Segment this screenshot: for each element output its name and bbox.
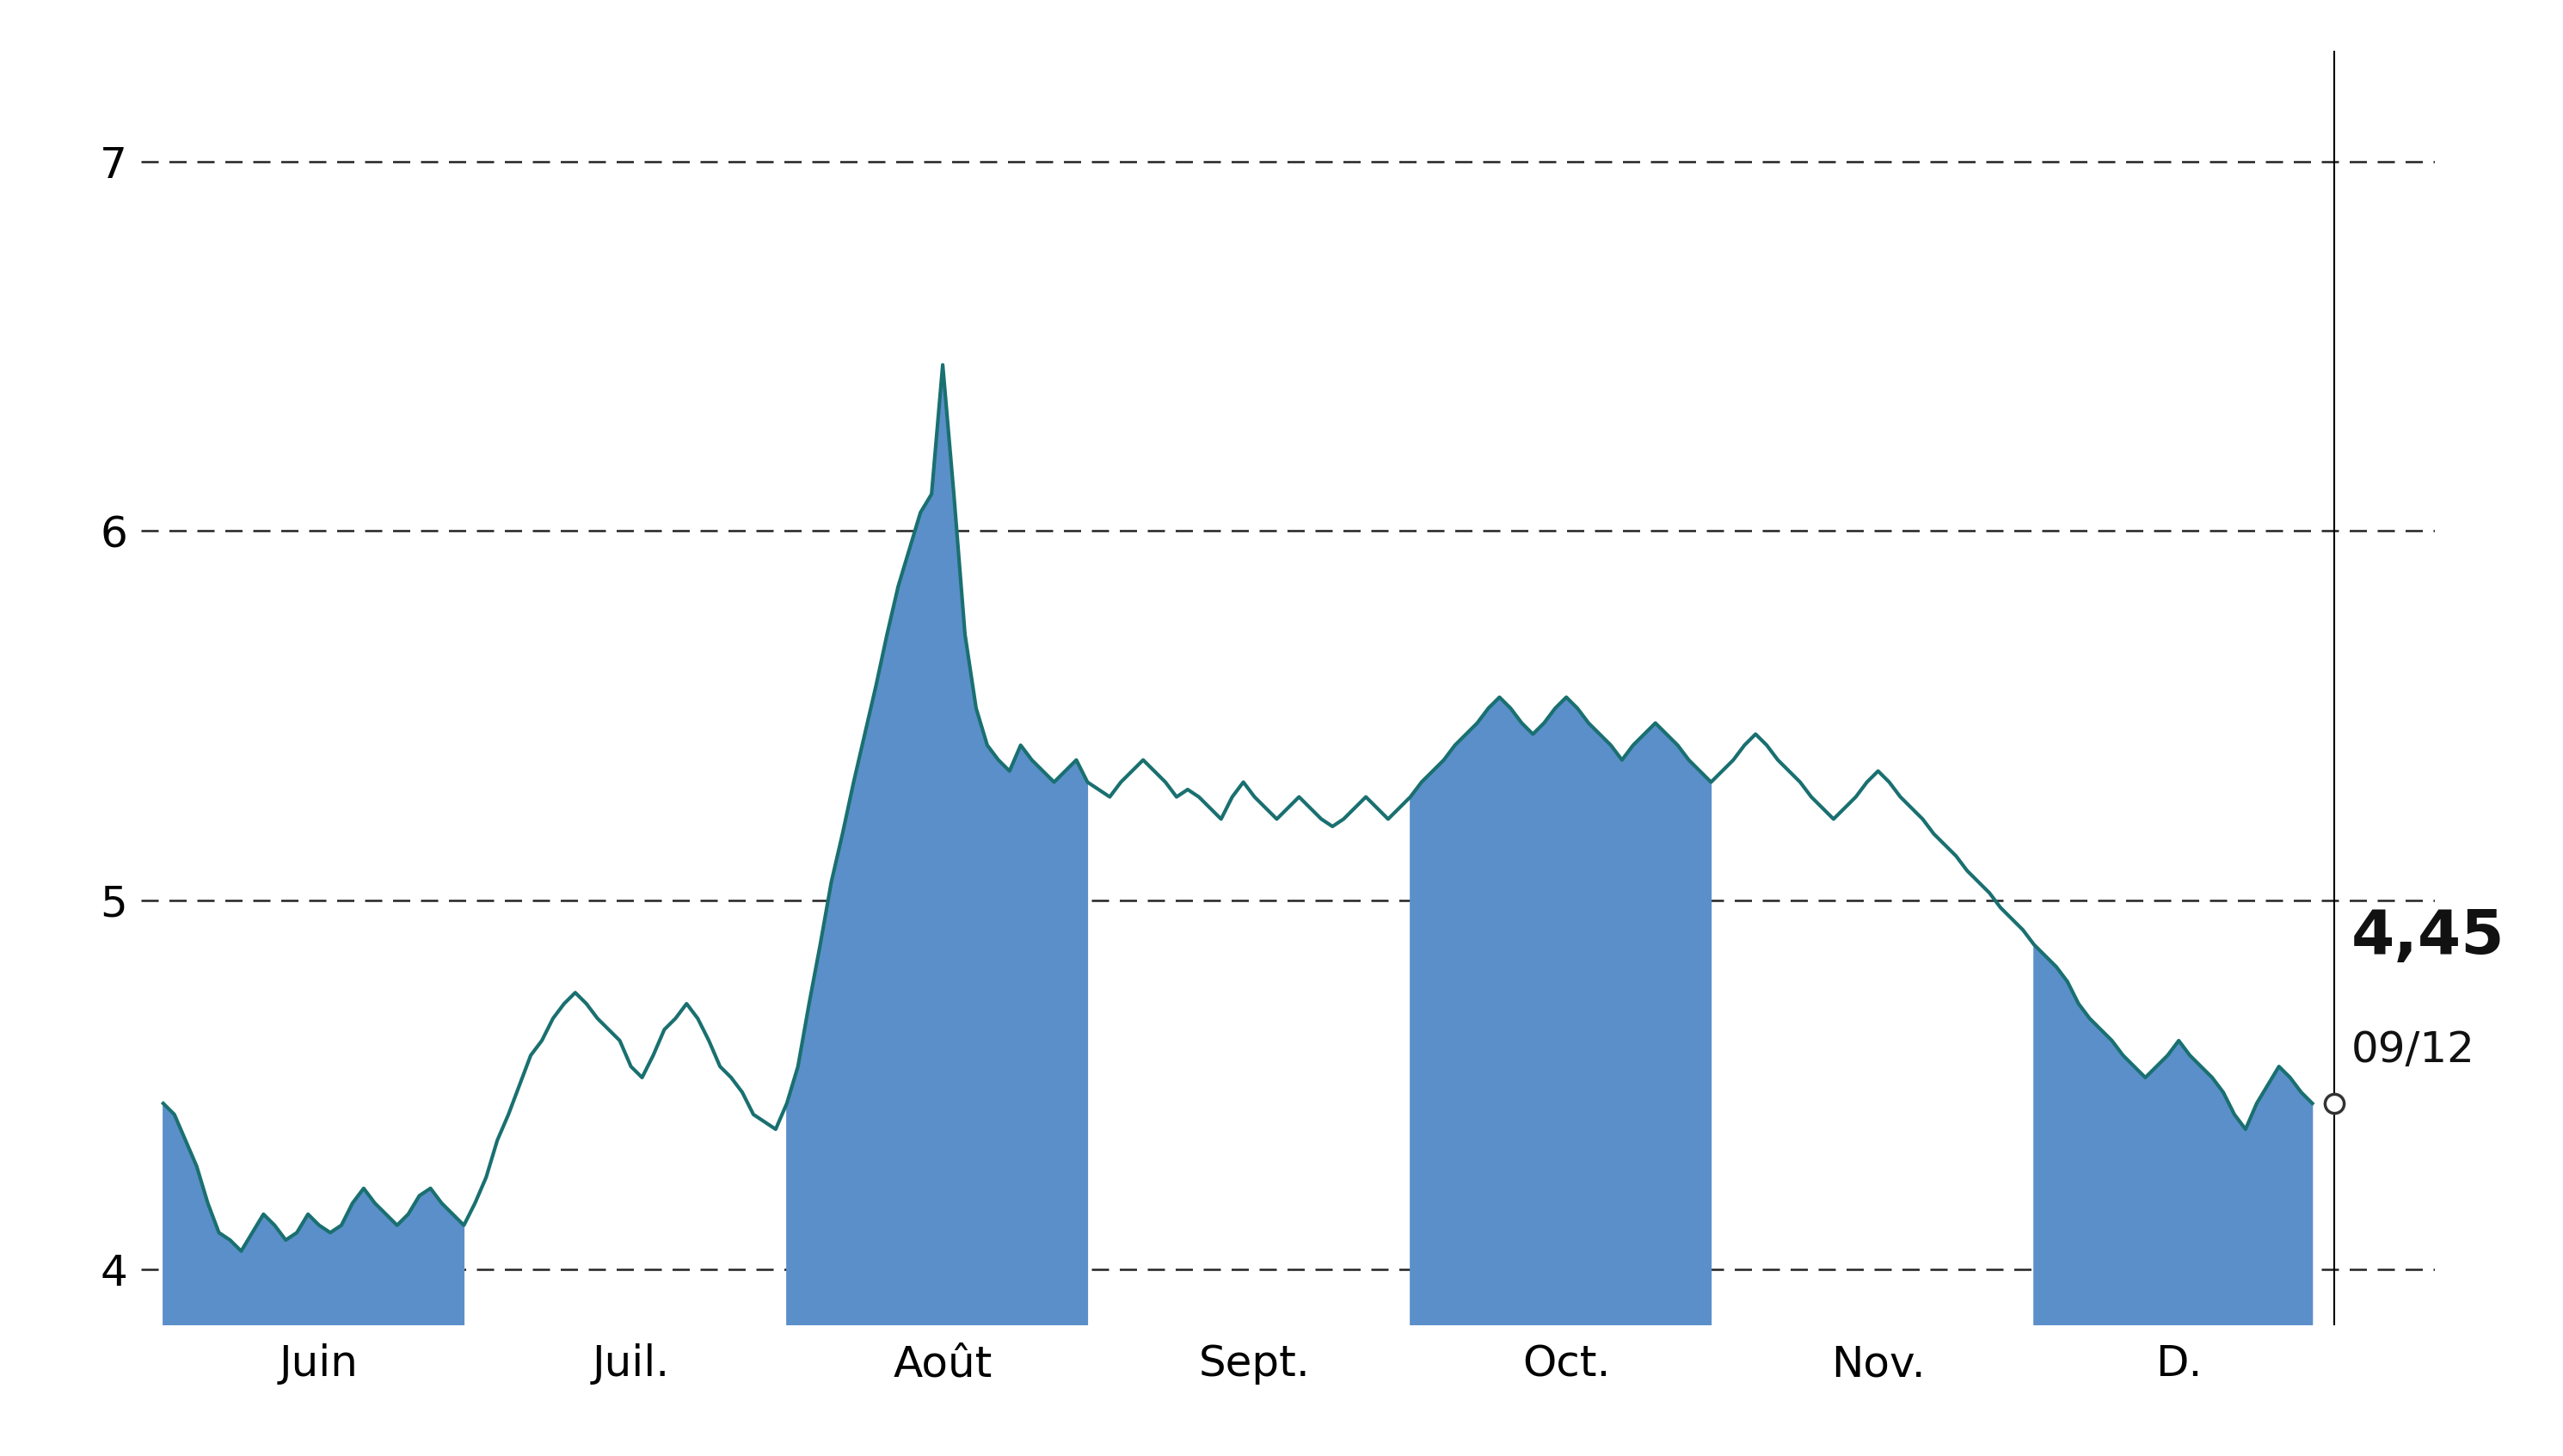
- Text: LABO EUROMEDIS: LABO EUROMEDIS: [800, 16, 1763, 108]
- Text: 09/12: 09/12: [2350, 1029, 2476, 1070]
- Polygon shape: [2035, 945, 2312, 1325]
- Polygon shape: [787, 365, 1087, 1325]
- Polygon shape: [164, 1104, 464, 1325]
- Polygon shape: [1410, 697, 1712, 1325]
- Text: 4,45: 4,45: [2350, 907, 2504, 967]
